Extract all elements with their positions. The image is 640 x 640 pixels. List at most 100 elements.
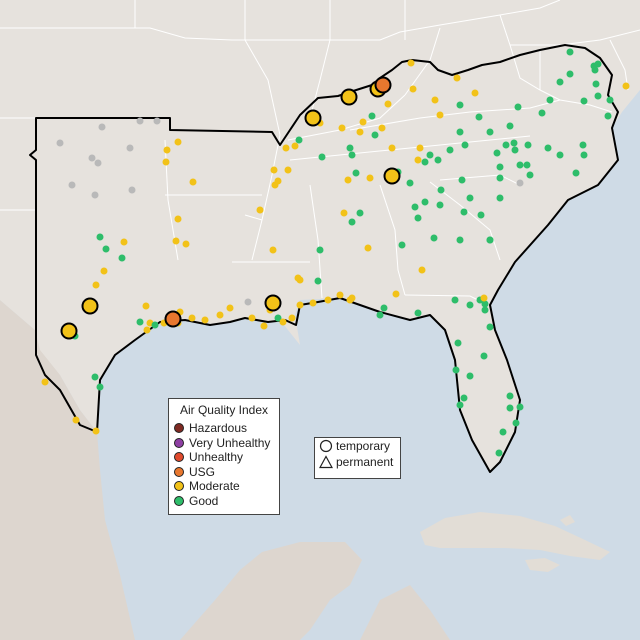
monitor-site-marker[interactable] [451,296,459,304]
monitor-site-marker[interactable] [572,169,580,177]
monitor-site-marker[interactable] [368,112,376,120]
monitor-site-marker[interactable] [496,174,504,182]
monitor-site-marker[interactable] [142,302,150,310]
monitor-site-marker[interactable] [580,151,588,159]
monitor-site-marker[interactable] [309,299,317,307]
monitor-site-marker[interactable] [296,276,304,284]
monitor-site-marker[interactable] [506,122,514,130]
monitor-site-marker[interactable] [414,214,422,222]
monitor-site-marker[interactable] [486,128,494,136]
monitor-site-marker[interactable] [366,174,374,182]
monitor-site-marker[interactable] [356,128,364,136]
monitor-site-marker[interactable] [244,298,252,306]
monitor-site-marker[interactable] [380,304,388,312]
monitor-site-marker[interactable] [274,177,282,185]
monitor-site-marker[interactable] [348,151,356,159]
monitor-site-marker[interactable] [163,146,171,154]
monitor-site-marker[interactable] [96,383,104,391]
monitor-site-marker[interactable] [296,301,304,309]
monitor-site-marker[interactable] [592,80,600,88]
monitor-site-marker[interactable] [580,97,588,105]
monitor-site-marker[interactable] [456,128,464,136]
monitor-site-marker[interactable] [437,186,445,194]
monitor-site-marker[interactable] [68,181,76,189]
monitor-site-marker[interactable] [174,215,182,223]
monitor-site-marker[interactable] [556,151,564,159]
monitor-site-marker[interactable] [506,392,514,400]
monitor-site-marker[interactable] [526,171,534,179]
monitor-site-marker[interactable] [416,144,424,152]
monitor-site-marker[interactable] [92,427,100,435]
monitor-site-marker[interactable] [72,416,80,424]
monitor-site-marker[interactable] [352,169,360,177]
monitor-site-marker[interactable] [458,176,466,184]
monitor-site-marker[interactable] [96,233,104,241]
monitor-site-marker[interactable] [579,141,587,149]
monitor-site-marker[interactable] [407,59,415,67]
monitor-site-marker[interactable] [566,48,574,56]
monitor-site-marker[interactable] [344,176,352,184]
monitor-site-marker[interactable] [546,96,554,104]
monitor-site-marker[interactable] [392,290,400,298]
monitor-site-marker[interactable] [409,85,417,93]
temporary-monitor-marker[interactable] [383,167,401,185]
monitor-site-marker[interactable] [496,194,504,202]
monitor-site-marker[interactable] [120,238,128,246]
monitor-site-marker[interactable] [118,254,126,262]
monitor-site-marker[interactable] [371,131,379,139]
monitor-site-marker[interactable] [414,156,422,164]
monitor-site-marker[interactable] [594,60,602,68]
temporary-monitor-marker[interactable] [164,310,182,328]
monitor-site-marker[interactable] [388,144,396,152]
monitor-site-marker[interactable] [510,139,518,147]
monitor-site-marker[interactable] [56,139,64,147]
monitor-site-marker[interactable] [98,123,106,131]
monitor-site-marker[interactable] [318,153,326,161]
monitor-site-marker[interactable] [544,144,552,152]
monitor-site-marker[interactable] [496,163,504,171]
monitor-site-marker[interactable] [172,237,180,245]
monitor-site-marker[interactable] [378,124,386,132]
monitor-site-marker[interactable] [456,401,464,409]
monitor-site-marker[interactable] [348,294,356,302]
monitor-site-marker[interactable] [92,281,100,289]
monitor-site-marker[interactable] [136,318,144,326]
temporary-monitor-marker[interactable] [304,109,322,127]
monitor-site-marker[interactable] [153,117,161,125]
monitor-site-marker[interactable] [446,146,454,154]
monitor-site-marker[interactable] [461,141,469,149]
monitor-site-marker[interactable] [398,241,406,249]
monitor-site-marker[interactable] [477,211,485,219]
monitor-site-marker[interactable] [454,339,462,347]
monitor-site-marker[interactable] [126,144,134,152]
monitor-site-marker[interactable] [282,144,290,152]
monitor-site-marker[interactable] [556,78,564,86]
monitor-site-marker[interactable] [94,159,102,167]
monitor-site-marker[interactable] [340,209,348,217]
monitor-site-marker[interactable] [514,103,522,111]
monitor-site-marker[interactable] [566,70,574,78]
monitor-site-marker[interactable] [456,101,464,109]
monitor-site-marker[interactable] [506,404,514,412]
monitor-site-marker[interactable] [376,311,384,319]
monitor-site-marker[interactable] [516,403,524,411]
monitor-site-marker[interactable] [364,244,372,252]
monitor-site-marker[interactable] [100,267,108,275]
monitor-site-marker[interactable] [188,314,196,322]
monitor-site-marker[interactable] [182,240,190,248]
monitor-site-marker[interactable] [523,161,531,169]
monitor-site-marker[interactable] [136,117,144,125]
monitor-site-marker[interactable] [502,141,510,149]
monitor-site-marker[interactable] [481,300,489,308]
temporary-monitor-marker[interactable] [340,88,358,106]
monitor-site-marker[interactable] [480,352,488,360]
temporary-monitor-marker[interactable] [81,297,99,315]
monitor-site-marker[interactable] [216,311,224,319]
monitor-site-marker[interactable] [486,236,494,244]
monitor-site-marker[interactable] [226,304,234,312]
monitor-site-marker[interactable] [466,194,474,202]
monitor-site-marker[interactable] [151,321,159,329]
monitor-site-marker[interactable] [499,428,507,436]
monitor-site-marker[interactable] [189,178,197,186]
monitor-site-marker[interactable] [436,201,444,209]
